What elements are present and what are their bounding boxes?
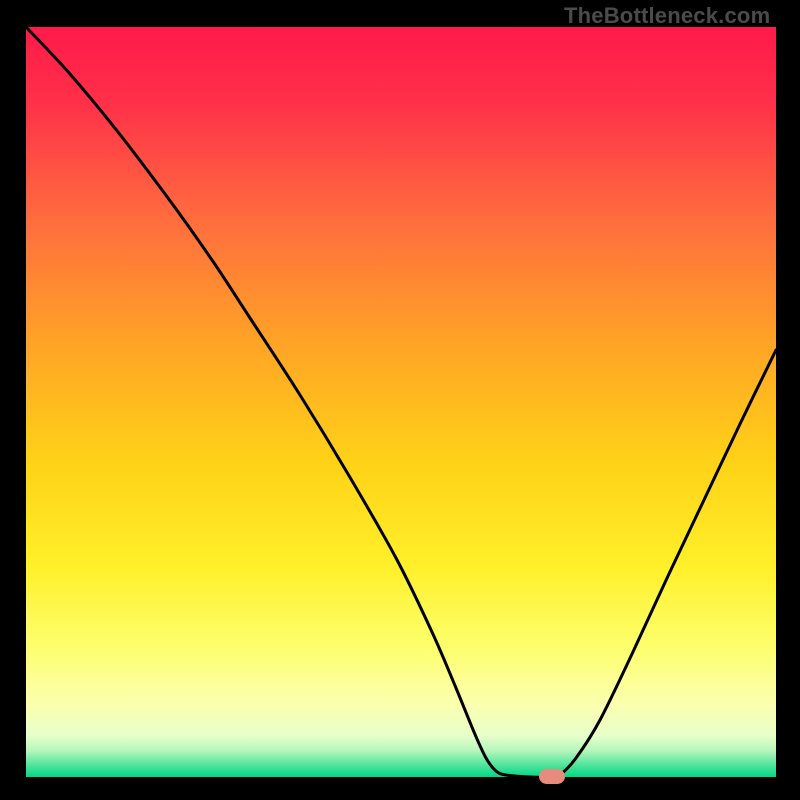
optimal-marker xyxy=(539,769,565,784)
watermark-text: TheBottleneck.com xyxy=(564,3,770,29)
bottleneck-curve xyxy=(0,0,800,800)
chart-stage: TheBottleneck.com xyxy=(0,0,800,800)
curve-path xyxy=(26,27,776,777)
